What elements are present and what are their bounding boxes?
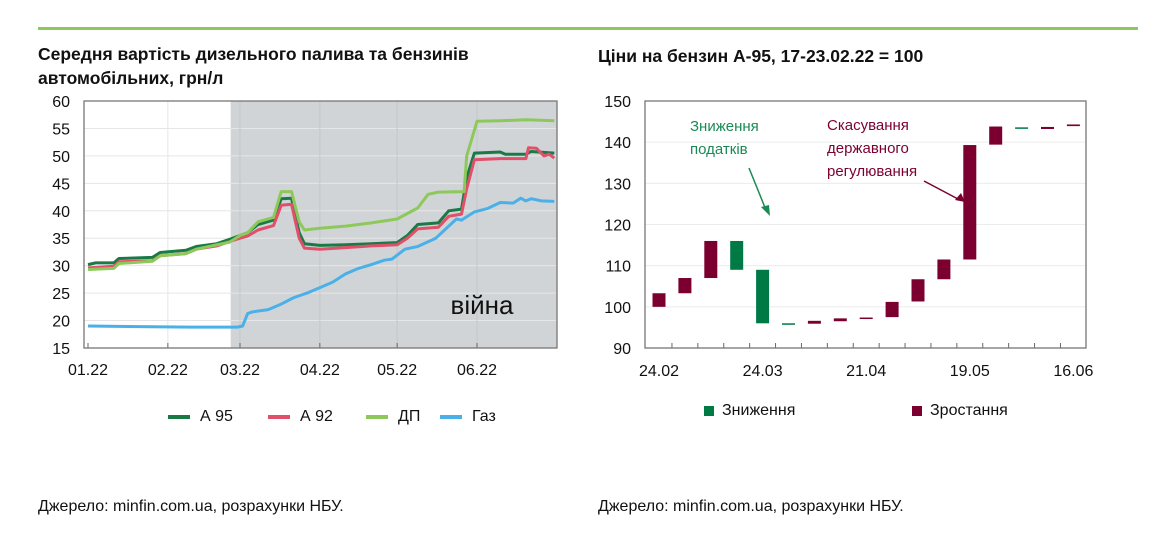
legend-item-increase: Зростання [912, 402, 1008, 420]
y-tick-label: 100 [604, 300, 631, 317]
x-tick-label: 02.22 [148, 362, 188, 379]
increase-bar [937, 259, 951, 280]
y-tick-label: 120 [604, 218, 631, 235]
y-tick-label: 20 [52, 314, 70, 331]
increase-bar [885, 301, 899, 318]
decrease-bar [782, 323, 795, 325]
x-tick-label: 06.22 [457, 362, 497, 379]
y-tick-label: 110 [605, 259, 631, 276]
legend-swatch [912, 406, 922, 416]
legend-swatch [268, 415, 290, 419]
y-tick-label: 30 [52, 259, 70, 276]
arrow-head-icon [761, 205, 770, 216]
right-source: Джерело: minfin.com.ua, розрахунки НБУ. [598, 498, 904, 515]
legend-swatch [440, 415, 462, 419]
legend-swatch [168, 415, 190, 419]
increase-bar [833, 318, 847, 322]
decrease-bar [730, 240, 744, 270]
legend-swatch [704, 406, 714, 416]
x-tick-label: 01.22 [68, 362, 108, 379]
legend-swatch [366, 415, 388, 419]
increase-bar [911, 279, 925, 302]
left-chart-title: Середня вартість дизельного палива та бе… [38, 42, 469, 90]
increase-bar [807, 320, 821, 324]
increase-bar [652, 293, 666, 307]
y-tick-label: 60 [52, 94, 70, 111]
x-tick-label: 24.02 [639, 363, 679, 380]
decrease-bar [756, 269, 770, 324]
increase-bar [1041, 126, 1054, 129]
left-title-line1: Середня вартість дизельного палива та бе… [38, 44, 469, 64]
legend-item-a92: А 92 [268, 408, 333, 426]
arrow-head-icon [955, 193, 965, 202]
annotation-deregulation: державного [827, 140, 909, 157]
war-shaded-region [230, 101, 558, 348]
legend-item-a95: А 95 [168, 408, 233, 426]
legend-item-gas: Газ [440, 408, 496, 426]
x-tick-label: 03.22 [220, 362, 260, 379]
increase-bar [989, 126, 1003, 145]
series-line-Газ [87, 196, 555, 329]
annotation-arrow [923, 180, 959, 200]
x-tick-label: 24.03 [743, 363, 783, 380]
legend-label: А 92 [300, 408, 333, 425]
plot-frame [644, 100, 1087, 349]
war-label: війна [451, 290, 514, 320]
series-line-А95 [87, 150, 555, 267]
decrease-bar [1015, 127, 1029, 129]
legend-label: А 95 [200, 408, 233, 425]
x-tick-label: 19.05 [950, 363, 990, 380]
y-tick-label: 45 [52, 176, 70, 193]
legend-label: Зниження [722, 402, 796, 419]
y-tick-label: 40 [52, 204, 70, 221]
legend-label: Зростання [930, 402, 1008, 419]
left-source: Джерело: minfin.com.ua, розрахунки НБУ. [38, 498, 344, 515]
increase-bar [678, 278, 692, 294]
increase-bar [963, 145, 977, 260]
annotation-tax-cut: Зниження [690, 118, 759, 135]
y-tick-label: 150 [604, 94, 631, 111]
y-tick-label: 50 [52, 149, 70, 166]
y-tick-label: 90 [613, 341, 631, 358]
y-tick-label: 25 [52, 286, 70, 303]
increase-bar [1066, 124, 1080, 127]
right-chart-title: Ціни на бензин А-95, 17-23.02.22 = 100 [598, 46, 924, 66]
x-tick-label: 16.06 [1053, 363, 1093, 380]
legend-item-decrease: Зниження [704, 402, 795, 420]
x-tick-label: 04.22 [300, 362, 340, 379]
legend-label: Газ [472, 408, 496, 425]
x-tick-label: 05.22 [377, 362, 417, 379]
y-tick-label: 35 [52, 231, 70, 248]
plot-frame [83, 100, 558, 349]
annotation-deregulation: регулювання [827, 163, 917, 180]
legend-label: ДП [398, 408, 421, 425]
y-tick-label: 140 [604, 135, 631, 152]
y-tick-label: 130 [604, 176, 631, 193]
top-divider [38, 27, 1138, 30]
increase-bar [704, 240, 718, 279]
y-tick-label: 15 [52, 341, 70, 358]
y-tick-label: 55 [52, 121, 70, 138]
increase-bar [859, 317, 873, 320]
series-line-ДП [87, 118, 555, 271]
left-title-line2: автомобільних, грн/л [38, 68, 224, 88]
legend-item-dp: ДП [366, 408, 420, 426]
annotation-arrow [748, 167, 767, 211]
x-tick-label: 21.04 [846, 363, 886, 380]
annotation-tax-cut: податків [690, 141, 748, 158]
annotation-deregulation: Скасування [827, 117, 909, 134]
